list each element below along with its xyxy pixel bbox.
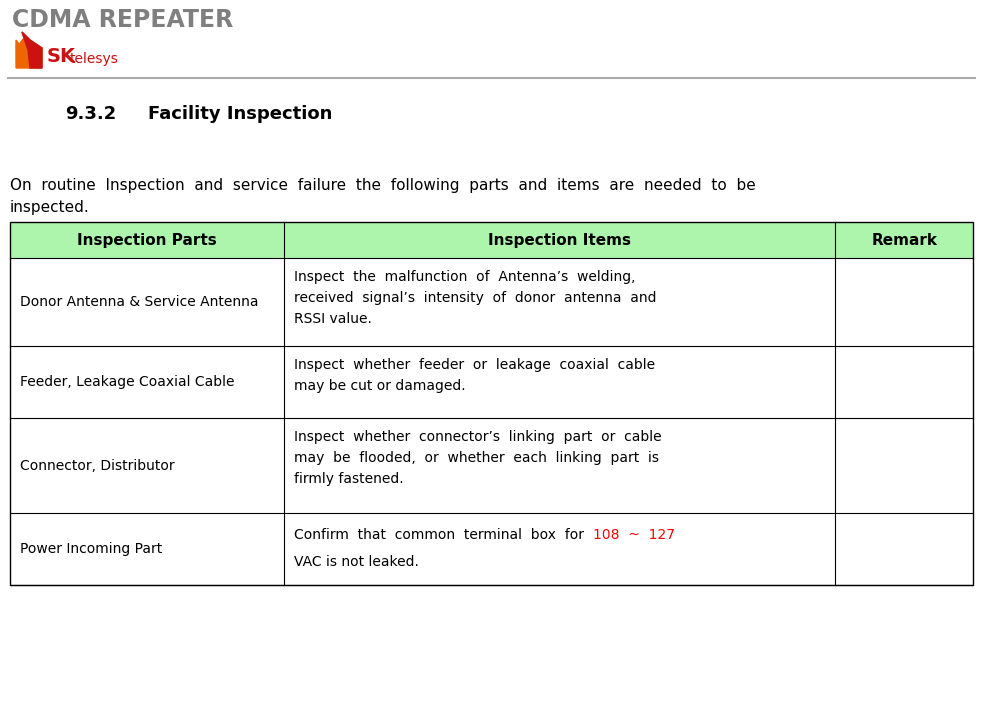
Bar bbox=[10, 222, 973, 585]
Polygon shape bbox=[22, 32, 42, 68]
Text: Feeder, Leakage Coaxial Cable: Feeder, Leakage Coaxial Cable bbox=[20, 375, 235, 389]
Text: CDMA REPEATER: CDMA REPEATER bbox=[12, 8, 233, 32]
Text: Inspect  whether  feeder  or  leakage  coaxial  cable
may be cut or damaged.: Inspect whether feeder or leakage coaxia… bbox=[295, 358, 656, 393]
Bar bbox=[10, 222, 973, 258]
Text: Donor Antenna & Service Antenna: Donor Antenna & Service Antenna bbox=[20, 295, 259, 309]
Polygon shape bbox=[16, 40, 22, 48]
Polygon shape bbox=[16, 32, 42, 68]
Text: Remark: Remark bbox=[871, 233, 937, 247]
Bar bbox=[10, 346, 973, 418]
Text: Facility Inspection: Facility Inspection bbox=[148, 105, 332, 123]
Text: Inspection Items: Inspection Items bbox=[489, 233, 631, 247]
Text: SK: SK bbox=[47, 47, 76, 66]
Text: Connector, Distributor: Connector, Distributor bbox=[20, 458, 175, 473]
Text: Confirm  that  common  terminal  box  for: Confirm that common terminal box for bbox=[295, 528, 593, 542]
Bar bbox=[10, 418, 973, 513]
Text: VAC is not leaked.: VAC is not leaked. bbox=[295, 555, 420, 569]
Bar bbox=[10, 258, 973, 346]
Text: 108  ~  127: 108 ~ 127 bbox=[593, 528, 675, 542]
Text: Inspect  whether  connector’s  linking  part  or  cable
may  be  flooded,  or  w: Inspect whether connector’s linking part… bbox=[295, 430, 663, 486]
Text: telesys: telesys bbox=[70, 52, 119, 66]
Text: inspected.: inspected. bbox=[10, 200, 89, 215]
Text: 9.3.2: 9.3.2 bbox=[65, 105, 116, 123]
Text: Inspect  the  malfunction  of  Antenna’s  welding,
received  signal’s  intensity: Inspect the malfunction of Antenna’s wel… bbox=[295, 270, 657, 326]
Text: Inspection Parts: Inspection Parts bbox=[78, 233, 217, 247]
Bar bbox=[10, 513, 973, 585]
Text: On  routine  Inspection  and  service  failure  the  following  parts  and  item: On routine Inspection and service failur… bbox=[10, 178, 756, 193]
Text: Power Incoming Part: Power Incoming Part bbox=[20, 542, 162, 556]
